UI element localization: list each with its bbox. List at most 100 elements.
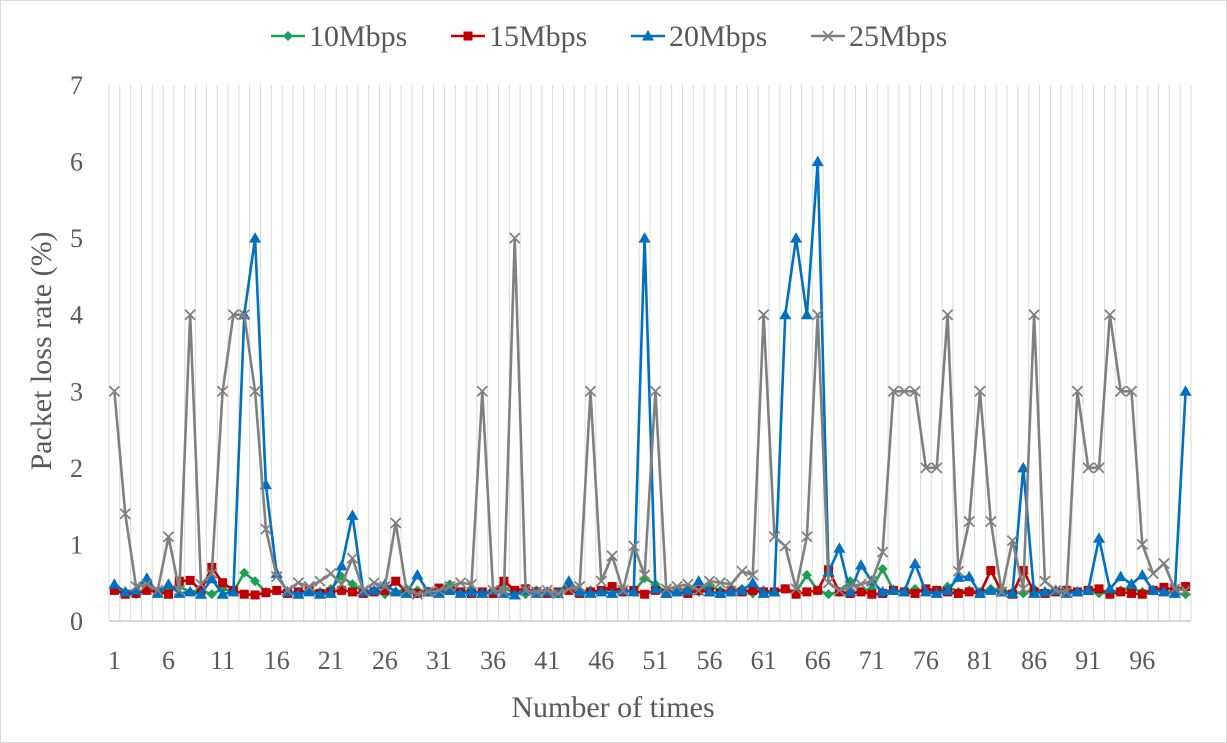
data-point <box>509 232 521 244</box>
data-point <box>552 587 564 600</box>
data-point <box>563 583 575 595</box>
data-point <box>757 587 770 598</box>
data-point <box>283 31 293 41</box>
data-point <box>411 588 424 600</box>
data-point <box>261 588 271 598</box>
data-point <box>454 587 467 598</box>
data-point <box>1104 309 1116 321</box>
y-tick-label: 3 <box>70 377 83 406</box>
data-point <box>909 557 922 569</box>
data-point <box>1006 587 1019 598</box>
x-tick-label: 41 <box>534 646 560 675</box>
data-point <box>660 583 672 595</box>
data-point <box>996 586 1008 598</box>
data-point <box>250 590 260 600</box>
data-point <box>249 232 262 243</box>
data-point <box>530 586 543 598</box>
data-point <box>941 309 954 321</box>
data-point <box>748 585 758 595</box>
data-point <box>303 580 315 593</box>
data-point <box>1028 587 1041 598</box>
data-point <box>800 308 813 320</box>
data-point <box>822 577 835 589</box>
data-point <box>833 542 846 553</box>
data-point <box>736 565 748 577</box>
data-point <box>335 578 348 590</box>
data-point <box>822 30 834 42</box>
data-point <box>368 584 381 595</box>
data-point <box>239 589 249 599</box>
data-point <box>324 587 337 598</box>
legend-item: 15Mbps <box>451 20 587 53</box>
data-point <box>162 531 175 543</box>
data-point <box>195 578 207 590</box>
x-tick-label: 6 <box>162 646 175 675</box>
data-point <box>173 584 185 597</box>
data-point <box>855 578 867 590</box>
y-tick-label: 4 <box>70 301 83 330</box>
data-point <box>541 584 553 597</box>
legend-item: 10Mbps <box>271 20 407 53</box>
data-point <box>476 385 488 397</box>
data-point <box>108 578 121 589</box>
series-25Mbps <box>108 232 1192 600</box>
data-point <box>642 30 654 41</box>
data-point <box>953 588 963 598</box>
data-point <box>887 584 900 595</box>
data-point <box>272 585 282 595</box>
data-point <box>271 570 283 583</box>
data-point <box>346 509 359 520</box>
data-point <box>216 385 229 397</box>
data-point <box>791 589 801 599</box>
data-point <box>314 575 326 587</box>
data-point <box>422 586 434 598</box>
data-point <box>1071 585 1084 597</box>
data-point <box>162 578 175 589</box>
data-point <box>919 585 932 597</box>
data-point <box>703 585 716 597</box>
data-point <box>379 580 391 593</box>
data-point <box>1125 578 1138 589</box>
data-point <box>574 580 586 593</box>
x-tick-label: 11 <box>210 646 235 675</box>
data-point <box>1082 584 1095 595</box>
data-point <box>1116 587 1126 597</box>
data-point <box>292 577 304 589</box>
data-point <box>1158 557 1170 570</box>
data-point <box>627 585 640 597</box>
data-point <box>639 573 650 584</box>
data-point <box>1038 585 1051 597</box>
data-point <box>801 531 813 543</box>
data-point <box>823 589 834 600</box>
x-tick-label: 81 <box>967 646 993 675</box>
data-point <box>292 588 305 599</box>
x-tick-label: 56 <box>697 646 723 675</box>
data-point <box>411 569 424 580</box>
data-point <box>910 588 920 598</box>
data-point <box>1147 584 1160 595</box>
data-point <box>400 584 413 597</box>
data-point <box>1136 569 1149 580</box>
y-tick-label: 5 <box>70 224 83 253</box>
data-point <box>465 578 478 590</box>
data-point <box>638 232 651 243</box>
data-point <box>681 584 694 595</box>
data-point <box>584 385 597 397</box>
data-point <box>693 584 705 597</box>
data-point <box>519 584 532 597</box>
data-point <box>564 585 574 595</box>
data-point <box>130 580 142 593</box>
data-point <box>671 580 683 593</box>
data-point <box>780 584 790 594</box>
x-tick-label: 76 <box>913 646 939 675</box>
data-point <box>844 585 857 597</box>
data-point <box>986 565 996 575</box>
data-point <box>185 575 195 585</box>
data-point <box>985 515 997 528</box>
series-line <box>113 236 1186 596</box>
data-point <box>714 587 727 598</box>
data-point <box>801 570 812 581</box>
data-point <box>931 462 943 474</box>
data-point <box>508 588 521 600</box>
